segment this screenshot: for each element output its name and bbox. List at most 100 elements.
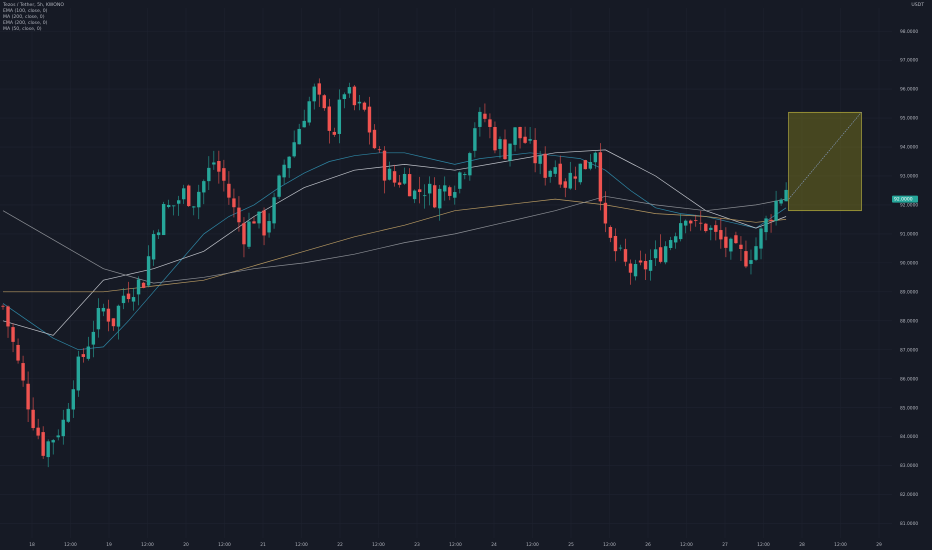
candle-body [412, 190, 417, 200]
price-tag-box [892, 195, 918, 203]
indicator-legend[interactable]: Tezos / Tether, 5h, KWONO EMA (100, clos… [3, 3, 64, 33]
candle-body [237, 207, 241, 223]
candle-body [312, 86, 316, 102]
candle-body [287, 156, 291, 169]
x-tick-label: 19 [106, 542, 112, 548]
candle-body [422, 195, 427, 197]
x-tick-label: 12:00 [757, 542, 770, 548]
candle-body [538, 155, 542, 164]
y-tick-label: 91.0000 [900, 232, 918, 238]
candle-body [136, 279, 141, 295]
candle-body [458, 172, 462, 189]
y-tick-label: 83.0000 [900, 463, 918, 469]
candle-body [684, 220, 688, 226]
y-axis[interactable]: 81.0000 82.0000 83.0000 84.0000 85.0000 86.00… [900, 29, 918, 527]
candle-body [41, 432, 45, 456]
candle-body [397, 182, 402, 185]
candle-body [759, 228, 763, 249]
candle-body [101, 307, 106, 312]
candle-body [21, 363, 25, 381]
target-zone-box [788, 111, 862, 212]
y-tick-label: 96.0000 [900, 87, 918, 93]
candle-body [709, 227, 713, 230]
x-tick-label: 12:00 [526, 542, 539, 548]
ma-line [2, 149, 787, 336]
candle-body [673, 236, 678, 243]
candle-body [121, 295, 126, 304]
candle-body [754, 246, 758, 260]
candle-body [668, 240, 673, 249]
candle-body [71, 389, 75, 410]
candle-body [473, 128, 477, 151]
candle-body [317, 83, 321, 95]
candle-body [628, 263, 633, 273]
candle-body [663, 246, 668, 263]
candle-body [86, 346, 91, 359]
x-tick-label: 24 [491, 542, 497, 548]
candle-body [1, 305, 5, 307]
candle-body [387, 168, 392, 180]
candle-body [613, 235, 618, 252]
candle-body [171, 205, 176, 207]
candle-body [553, 167, 557, 174]
candle-body [377, 149, 382, 151]
candle-body [749, 260, 753, 264]
indicator-ema-200[interactable]: EMA (200, close, 0) [3, 21, 48, 26]
ma-line [2, 152, 787, 351]
candle-body [689, 220, 693, 224]
candle-body [106, 308, 111, 322]
x-tick-label: 25 [568, 542, 574, 548]
candle-body [11, 327, 15, 342]
target-zone[interactable] [788, 111, 862, 212]
candle-body [76, 356, 80, 391]
candle-body [483, 113, 487, 119]
x-tick-label: 27 [722, 542, 728, 548]
candle-body [643, 261, 648, 270]
candle-body [131, 297, 136, 302]
candle-body [563, 181, 567, 188]
candle-body [603, 202, 608, 224]
y-tick-label: 95.0000 [900, 116, 918, 122]
ma-line [2, 195, 787, 284]
y-tick-label: 90.0000 [900, 260, 918, 266]
indicator-ema-100[interactable]: EMA (100, close, 0) [3, 9, 48, 14]
candle-body [784, 189, 788, 202]
candle-body [402, 173, 407, 184]
x-tick-label: 18 [29, 542, 35, 548]
x-tick-label: 28 [799, 542, 805, 548]
candle-body [182, 188, 186, 200]
x-tick-label: 26 [645, 542, 651, 548]
candle-body [407, 174, 412, 197]
candle-body [187, 185, 191, 207]
candle-body [277, 175, 281, 197]
candle-body [56, 435, 60, 438]
candle-body [463, 174, 467, 176]
candle-body [593, 152, 598, 163]
candle-body [453, 192, 457, 198]
candle-body [417, 189, 422, 193]
candle-body [282, 164, 286, 178]
candle-body [764, 218, 768, 233]
candle-body [272, 197, 276, 224]
candle-body [16, 344, 20, 361]
x-axis[interactable]: 18 12:00 19 12:00 20 12:00 21 12:00 22 12:00 23 12:… [29, 542, 882, 548]
candle-body [608, 227, 613, 238]
candle-body [252, 221, 256, 224]
candle-body [146, 256, 151, 286]
candle-body [518, 126, 522, 139]
candle-body [232, 198, 236, 208]
candle-body [568, 172, 572, 189]
candle-body [156, 232, 161, 236]
indicator-ma-200[interactable]: MA (200, close, 0) [3, 15, 45, 20]
candle-body [493, 126, 497, 151]
indicator-ma-50[interactable]: MA (50, close, 0) [3, 27, 42, 32]
candle-body [247, 221, 251, 247]
candle-body [699, 222, 703, 224]
candle-body [618, 247, 623, 249]
symbol-title[interactable]: Tezos / Tether, 5h, KWONO [3, 3, 64, 8]
x-tick-label: 12:00 [64, 542, 77, 548]
currency-label[interactable]: USDT [911, 3, 924, 8]
candle-body [503, 139, 507, 160]
